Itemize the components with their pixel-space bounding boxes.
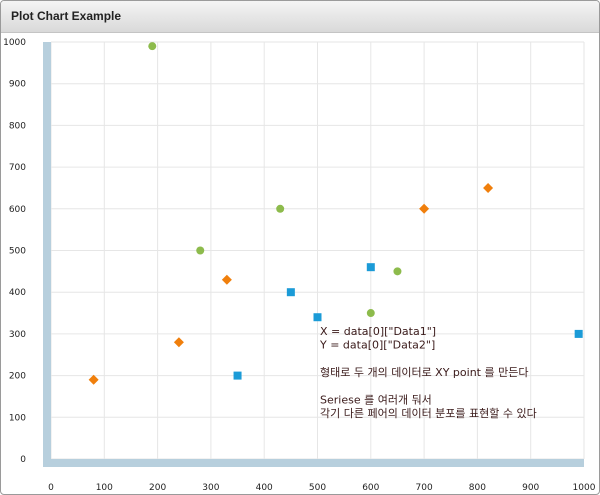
data-point-diamond xyxy=(483,182,494,193)
x-tick-label: 900 xyxy=(522,483,539,493)
x-tick-label: 100 xyxy=(96,483,113,493)
y-tick-label: 300 xyxy=(9,330,26,340)
x-tick-label: 600 xyxy=(362,483,379,493)
data-point-diamond xyxy=(221,274,232,285)
data-point-square xyxy=(366,263,375,272)
y-tick-label: 0 xyxy=(20,455,26,465)
data-point-square xyxy=(286,288,295,297)
data-point-diamond xyxy=(88,374,99,385)
title-bar: Plot Chart Example xyxy=(1,1,599,33)
x-tick-label: 400 xyxy=(256,483,273,493)
x-tick-label: 700 xyxy=(416,483,433,493)
x-tick-label: 300 xyxy=(202,483,219,493)
y-axis-band xyxy=(43,42,51,467)
annotation-line: Seriese 를 여러개 둬서 xyxy=(320,394,432,407)
data-point-circle xyxy=(366,309,375,318)
data-point-square xyxy=(233,371,242,380)
annotation-line: 형태로 두 개의 데이터로 XY point 를 만든다 xyxy=(320,366,528,379)
data-point-circle xyxy=(276,204,285,213)
x-tick-label: 200 xyxy=(149,483,166,493)
x-tick-label: 1000 xyxy=(573,483,596,493)
y-tick-label: 1000 xyxy=(3,38,26,48)
data-point-square xyxy=(313,313,322,322)
data-point-square xyxy=(574,329,583,338)
data-point-diamond xyxy=(419,203,430,214)
y-tick-label: 900 xyxy=(9,80,26,90)
y-tick-label: 700 xyxy=(9,163,26,173)
data-point-circle xyxy=(393,267,402,276)
data-point-diamond xyxy=(173,337,184,348)
annotation-line: X = data[0]["Data1"] xyxy=(320,325,436,338)
x-tick-label: 800 xyxy=(469,483,486,493)
annotation-line: 각기 다른 페어의 데이터 분포를 표현할 수 있다 xyxy=(320,407,537,420)
y-tick-label: 200 xyxy=(9,372,26,382)
data-point-circle xyxy=(148,42,157,51)
chart-title: Plot Chart Example xyxy=(11,9,122,23)
data-point-circle xyxy=(196,246,205,255)
y-tick-label: 100 xyxy=(9,413,26,423)
x-axis-band xyxy=(43,459,584,467)
y-tick-label: 600 xyxy=(9,205,26,215)
annotation-line: Y = data[0]["Data2"] xyxy=(319,339,435,352)
y-tick-label: 400 xyxy=(9,288,26,298)
x-tick-label: 0 xyxy=(48,483,54,493)
y-tick-label: 800 xyxy=(9,121,26,131)
x-tick-label: 500 xyxy=(309,483,326,493)
y-tick-label: 500 xyxy=(9,247,26,257)
